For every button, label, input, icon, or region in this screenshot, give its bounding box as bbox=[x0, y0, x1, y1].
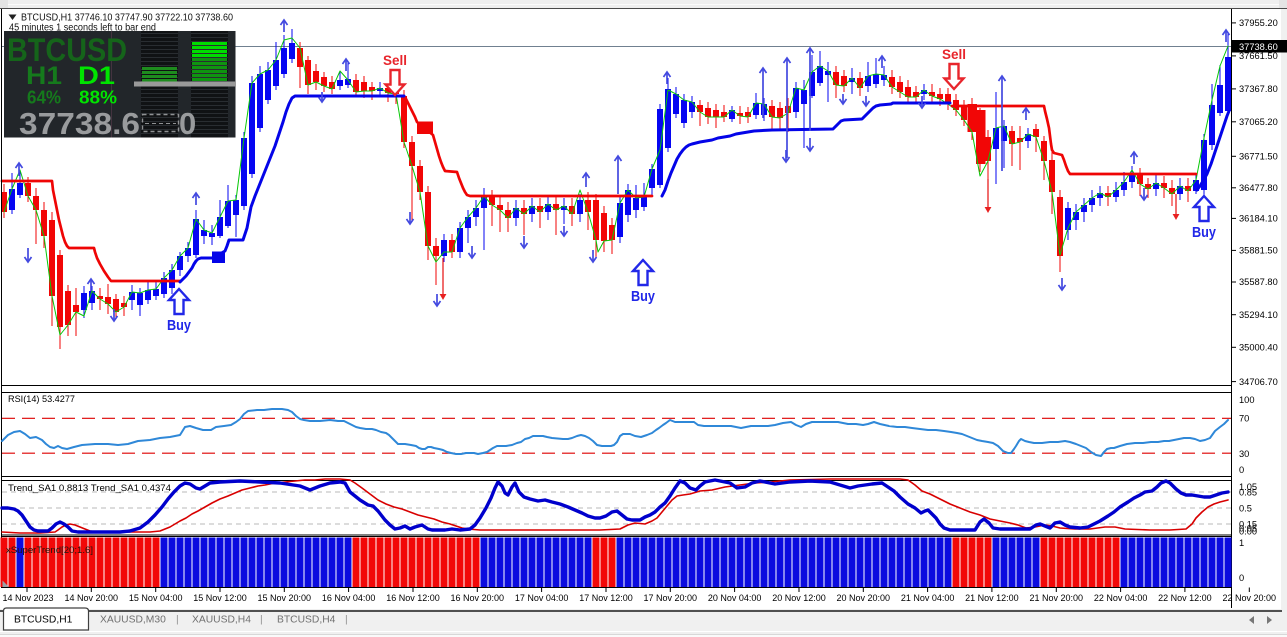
svg-text:RSI(14) 53.4277: RSI(14) 53.4277 bbox=[8, 394, 75, 405]
svg-text:XAUUSD,M30: XAUUSD,M30 bbox=[100, 615, 166, 626]
svg-text:15 Nov 12:00: 15 Nov 12:00 bbox=[193, 593, 247, 603]
svg-text:20 Nov 20:00: 20 Nov 20:00 bbox=[837, 593, 891, 603]
svg-text:22 Nov 12:00: 22 Nov 12:00 bbox=[1158, 593, 1212, 603]
svg-text:35587.80: 35587.80 bbox=[1239, 277, 1278, 287]
svg-text:35881.50: 35881.50 bbox=[1239, 246, 1278, 256]
svg-text:0.05: 0.05 bbox=[1239, 524, 1257, 534]
svg-text:35294.10: 35294.10 bbox=[1239, 310, 1278, 320]
svg-text:100: 100 bbox=[1239, 395, 1255, 405]
svg-text:17 Nov 12:00: 17 Nov 12:00 bbox=[579, 593, 633, 603]
svg-text:1.05: 1.05 bbox=[1239, 482, 1257, 492]
svg-text:Buy: Buy bbox=[167, 318, 191, 334]
svg-text:0: 0 bbox=[1239, 465, 1244, 475]
svg-text:37661.50: 37661.50 bbox=[1239, 51, 1278, 61]
svg-text:|: | bbox=[260, 615, 263, 626]
svg-text:Buy: Buy bbox=[631, 289, 655, 305]
svg-text:16 Nov 20:00: 16 Nov 20:00 bbox=[451, 593, 505, 603]
svg-text:17 Nov 20:00: 17 Nov 20:00 bbox=[644, 593, 698, 603]
svg-text:45 minutes 1 seconds left to b: 45 minutes 1 seconds left to bar end bbox=[9, 23, 156, 34]
svg-text:H1: H1 bbox=[26, 62, 62, 90]
svg-text:Buy: Buy bbox=[1192, 225, 1216, 241]
svg-text:D1: D1 bbox=[78, 62, 115, 90]
svg-text:17 Nov 04:00: 17 Nov 04:00 bbox=[515, 593, 569, 603]
svg-text:1: 1 bbox=[1239, 538, 1244, 548]
svg-text:21 Nov 20:00: 21 Nov 20:00 bbox=[1030, 593, 1084, 603]
svg-text:37955.20: 37955.20 bbox=[1239, 18, 1278, 28]
svg-text:37738.60: 37738.60 bbox=[1239, 42, 1278, 52]
svg-text:xSuperTrend[20;1.6]: xSuperTrend[20;1.6] bbox=[6, 545, 93, 556]
svg-text:22 Nov 20:00: 22 Nov 20:00 bbox=[1223, 593, 1277, 603]
svg-text:37065.20: 37065.20 bbox=[1239, 117, 1278, 127]
svg-text:14 Nov 20:00: 14 Nov 20:00 bbox=[65, 593, 119, 603]
svg-text:0: 0 bbox=[179, 106, 196, 141]
svg-text:16 Nov 04:00: 16 Nov 04:00 bbox=[322, 593, 376, 603]
svg-text:70: 70 bbox=[1239, 414, 1249, 424]
svg-text:20 Nov 04:00: 20 Nov 04:00 bbox=[708, 593, 762, 603]
svg-text:16 Nov 12:00: 16 Nov 12:00 bbox=[386, 593, 440, 603]
svg-text:34706.70: 34706.70 bbox=[1239, 377, 1278, 387]
svg-text:30: 30 bbox=[1239, 449, 1249, 459]
svg-text:15 Nov 20:00: 15 Nov 20:00 bbox=[258, 593, 312, 603]
svg-text:|: | bbox=[345, 615, 348, 626]
svg-text:BTCUSD: BTCUSD bbox=[7, 32, 127, 68]
svg-text:64%: 64% bbox=[27, 88, 61, 108]
svg-text:0.5: 0.5 bbox=[1239, 504, 1252, 514]
svg-text:BTCUSD,H1 37746.10 37747.90 3: BTCUSD,H1 37746.10 37747.90 37722.10 377… bbox=[21, 13, 233, 24]
svg-text:36771.50: 36771.50 bbox=[1239, 152, 1278, 162]
svg-text:BTCUSD,H1: BTCUSD,H1 bbox=[14, 615, 73, 626]
svg-text:0: 0 bbox=[1239, 573, 1244, 583]
svg-text:0.85: 0.85 bbox=[1239, 488, 1257, 498]
svg-text:37367.80: 37367.80 bbox=[1239, 84, 1278, 94]
svg-text:36477.80: 36477.80 bbox=[1239, 183, 1278, 193]
svg-text:21 Nov 12:00: 21 Nov 12:00 bbox=[965, 593, 1019, 603]
svg-text:14 Nov 2023: 14 Nov 2023 bbox=[2, 593, 53, 603]
svg-text:21 Nov 04:00: 21 Nov 04:00 bbox=[901, 593, 955, 603]
svg-text:15 Nov 04:00: 15 Nov 04:00 bbox=[129, 593, 183, 603]
svg-text:Trend_SA1 0.8813 Trend_SA1 0.: Trend_SA1 0.8813 Trend_SA1 0.4374 bbox=[8, 483, 171, 494]
svg-text:36184.10: 36184.10 bbox=[1239, 214, 1278, 224]
svg-text:35000.40: 35000.40 bbox=[1239, 343, 1278, 353]
svg-text:Sell: Sell bbox=[383, 52, 407, 68]
svg-text:Sell: Sell bbox=[942, 46, 966, 62]
svg-text:XAUUSD,H4: XAUUSD,H4 bbox=[192, 615, 251, 626]
svg-text:0.15: 0.15 bbox=[1239, 520, 1257, 530]
svg-text:|: | bbox=[176, 615, 179, 626]
svg-text:37738.6: 37738.6 bbox=[19, 106, 140, 141]
svg-text:BTCUSD,H4: BTCUSD,H4 bbox=[277, 615, 336, 626]
svg-text:88%: 88% bbox=[79, 88, 117, 108]
svg-text:22 Nov 04:00: 22 Nov 04:00 bbox=[1094, 593, 1148, 603]
svg-text:0.00: 0.00 bbox=[1239, 527, 1257, 537]
svg-text:20 Nov 12:00: 20 Nov 12:00 bbox=[772, 593, 826, 603]
